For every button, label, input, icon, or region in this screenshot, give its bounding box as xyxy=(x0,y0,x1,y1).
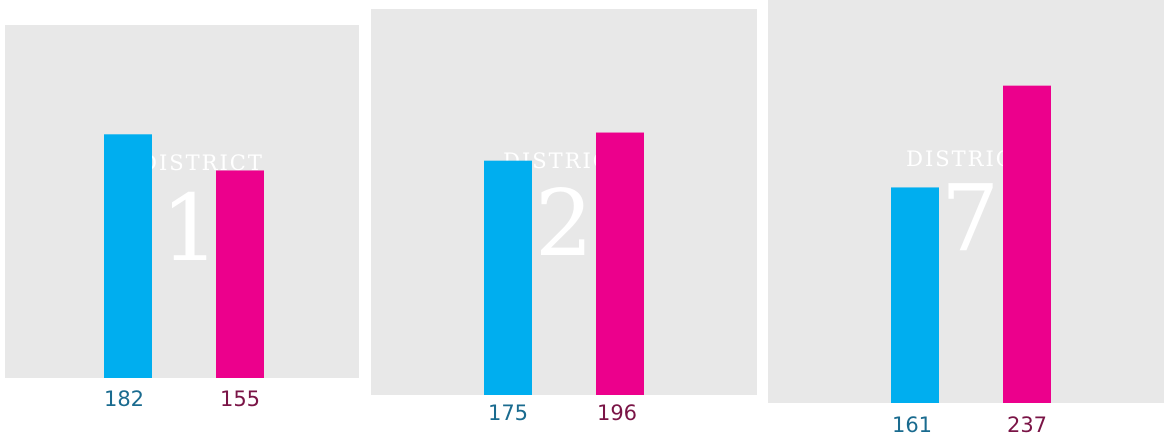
bar-blue xyxy=(104,134,152,378)
bar-blue xyxy=(891,187,939,403)
bar-blue xyxy=(484,160,532,395)
bar-group xyxy=(484,132,644,395)
bar-group xyxy=(891,85,1051,404)
panel-background xyxy=(5,25,359,378)
district-number: 2 xyxy=(535,170,594,277)
district-number: 1 xyxy=(161,175,220,282)
district-panel-2: DISTRICT 2 175 196 xyxy=(371,9,757,425)
district-panel-7: DISTRICT 7 161 237 xyxy=(768,0,1164,437)
panel-background xyxy=(371,9,757,395)
bar-pink xyxy=(596,132,644,395)
district-number: 7 xyxy=(941,165,1000,272)
panel-background xyxy=(768,0,1164,403)
value-label-blue: 175 xyxy=(488,401,528,425)
value-label-blue: 182 xyxy=(104,387,144,411)
bar-pink xyxy=(1003,85,1051,404)
value-label-pink: 155 xyxy=(220,387,260,411)
district-panel-1: DISTRICT 1 182 155 xyxy=(5,25,359,411)
bar-pink xyxy=(216,170,264,378)
value-label-pink: 196 xyxy=(597,401,637,425)
value-label-blue: 161 xyxy=(892,413,932,437)
bar-group xyxy=(104,134,264,378)
value-label-pink: 237 xyxy=(1007,413,1047,437)
